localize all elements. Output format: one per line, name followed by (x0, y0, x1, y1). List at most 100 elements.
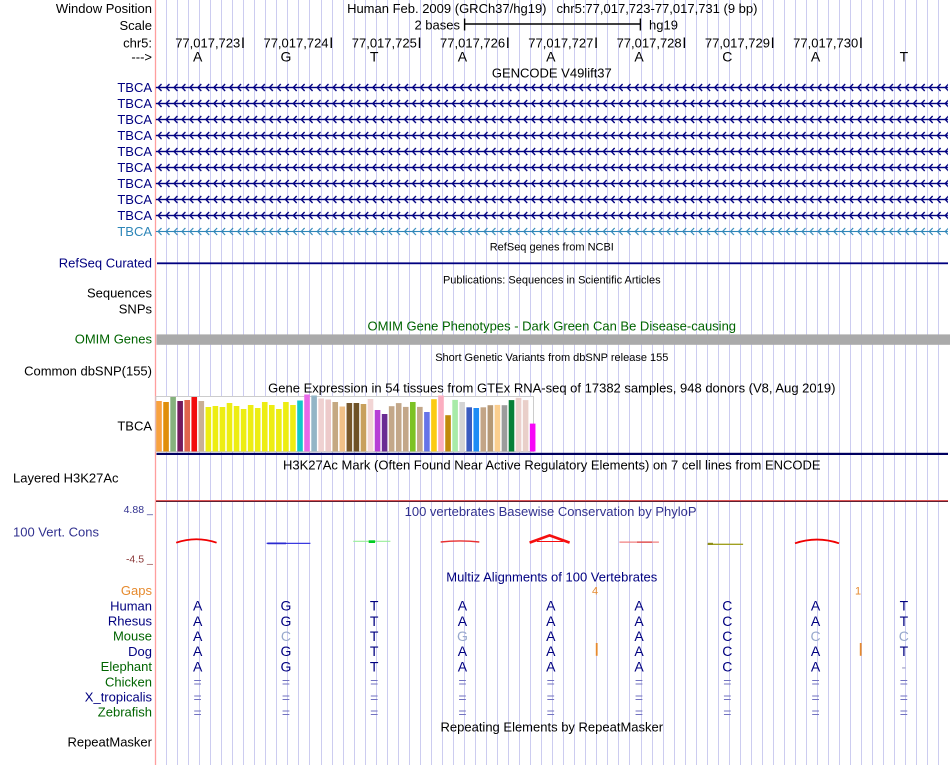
svg-text:SNPs: SNPs (119, 302, 153, 317)
svg-text:A: A (811, 613, 821, 629)
svg-text:Dog: Dog (128, 644, 152, 659)
svg-text:A: A (634, 658, 644, 674)
svg-text:T: T (370, 613, 379, 629)
svg-text:77,017,728: 77,017,728 (617, 36, 682, 51)
svg-text:77,017,727: 77,017,727 (528, 36, 593, 51)
svg-text:=: = (370, 674, 378, 690)
svg-text:A: A (811, 643, 821, 659)
svg-text:GENCODE V49lift37: GENCODE V49lift37 (492, 66, 612, 81)
svg-text:1: 1 (855, 586, 861, 598)
svg-text:A: A (546, 598, 556, 614)
svg-text:Common dbSNP(155): Common dbSNP(155) (24, 364, 152, 379)
svg-text:=: = (194, 705, 202, 721)
svg-text:TBCA: TBCA (117, 160, 152, 175)
svg-text:A: A (193, 643, 203, 659)
svg-text:A: A (193, 628, 203, 644)
svg-text:Chicken: Chicken (105, 674, 152, 689)
svg-text:A: A (458, 643, 468, 659)
svg-text:Multiz Alignments of 100 Verte: Multiz Alignments of 100 Vertebrates (446, 570, 658, 585)
svg-text:Window Position: Window Position (56, 1, 152, 16)
svg-text:A: A (458, 658, 468, 674)
svg-text:OMIM Genes: OMIM Genes (75, 332, 153, 347)
svg-text:TBCA: TBCA (117, 224, 152, 239)
svg-text:=: = (811, 705, 819, 721)
svg-text:=: = (547, 705, 555, 721)
svg-text:=: = (635, 705, 643, 721)
svg-text:=: = (458, 705, 466, 721)
svg-text:100 Vert. Cons: 100 Vert. Cons (13, 525, 99, 540)
svg-text:G: G (280, 598, 291, 614)
svg-text:Human: Human (110, 598, 152, 613)
svg-text:Gene Expression in 54 tissues: Gene Expression in 54 tissues from GTEx … (268, 381, 835, 396)
svg-text:=: = (458, 674, 466, 690)
svg-text:A: A (634, 613, 644, 629)
svg-text:T: T (370, 628, 379, 644)
svg-text:T: T (900, 643, 909, 659)
svg-text:Mouse: Mouse (113, 629, 152, 644)
svg-text:C: C (811, 628, 821, 644)
svg-text:=: = (900, 689, 908, 705)
svg-text:A: A (546, 613, 556, 629)
svg-text:A: A (458, 598, 468, 614)
svg-text:A: A (634, 628, 644, 644)
svg-text:TBCA: TBCA (117, 192, 152, 207)
svg-text:A: A (458, 49, 468, 65)
svg-text:Rhesus: Rhesus (108, 614, 153, 629)
svg-text:TBCA: TBCA (117, 128, 152, 143)
svg-text:=: = (458, 689, 466, 705)
svg-text:=: = (547, 689, 555, 705)
svg-text:C: C (899, 628, 909, 644)
svg-text:=: = (900, 674, 908, 690)
svg-text:C: C (281, 628, 291, 644)
svg-text:TBCA: TBCA (117, 80, 152, 95)
svg-text:Publications: Sequences in Sci: Publications: Sequences in Scientific Ar… (443, 275, 661, 287)
svg-text:=: = (282, 674, 290, 690)
svg-text:T: T (900, 613, 909, 629)
svg-text:G: G (280, 643, 291, 659)
svg-text:T: T (370, 658, 379, 674)
svg-text:Repeating Elements by RepeatMa: Repeating Elements by RepeatMasker (441, 720, 664, 735)
svg-text:chr5:77,017,723-77,017,731 (9: chr5:77,017,723-77,017,731 (9 bp) (557, 1, 758, 16)
svg-text:=: = (900, 705, 908, 721)
svg-text:-: - (902, 658, 907, 674)
svg-text:Short Genetic Variants from db: Short Genetic Variants from dbSNP releas… (435, 352, 668, 364)
svg-text:T: T (370, 643, 379, 659)
svg-text:4.88 _: 4.88 _ (124, 504, 153, 516)
svg-text:C: C (722, 643, 732, 659)
svg-text:Elephant: Elephant (101, 659, 153, 674)
svg-text:A: A (811, 49, 821, 65)
svg-text:A: A (193, 49, 203, 65)
svg-text:hg19: hg19 (649, 18, 678, 33)
svg-text:H3K27Ac Mark (Often Found Near: H3K27Ac Mark (Often Found Near Active Re… (283, 458, 821, 473)
svg-text:A: A (546, 643, 556, 659)
svg-text:T: T (370, 598, 379, 614)
svg-text:A: A (634, 49, 644, 65)
svg-text:Scale: Scale (119, 18, 152, 33)
svg-text:RepeatMasker: RepeatMasker (67, 735, 152, 750)
svg-text:=: = (811, 689, 819, 705)
svg-text:G: G (280, 613, 291, 629)
svg-text:Sequences: Sequences (87, 286, 153, 301)
svg-text:=: = (723, 705, 731, 721)
svg-text:-4.5 _: -4.5 _ (126, 554, 153, 566)
svg-text:TBCA: TBCA (117, 176, 152, 191)
svg-text:RefSeq genes from NCBI: RefSeq genes from NCBI (490, 242, 614, 254)
svg-text:OMIM Gene Phenotypes - Dark Gr: OMIM Gene Phenotypes - Dark Green Can Be… (368, 319, 737, 334)
svg-text:RefSeq Curated: RefSeq Curated (59, 256, 152, 271)
svg-text:G: G (280, 49, 291, 65)
svg-text:TBCA: TBCA (117, 96, 152, 111)
svg-text:Layered H3K27Ac: Layered H3K27Ac (13, 471, 119, 486)
svg-text:=: = (547, 674, 555, 690)
svg-text:TBCA: TBCA (117, 144, 152, 159)
svg-text:A: A (634, 598, 644, 614)
svg-text:A: A (546, 628, 556, 644)
svg-text:G: G (457, 628, 468, 644)
svg-text:=: = (370, 705, 378, 721)
svg-text:X_tropicalis: X_tropicalis (85, 690, 153, 705)
svg-text:C: C (722, 598, 732, 614)
svg-text:A: A (193, 598, 203, 614)
svg-text:T: T (900, 598, 909, 614)
svg-text:C: C (722, 49, 732, 65)
svg-text:77,017,723: 77,017,723 (175, 36, 240, 51)
svg-text:77,017,730: 77,017,730 (793, 36, 858, 51)
